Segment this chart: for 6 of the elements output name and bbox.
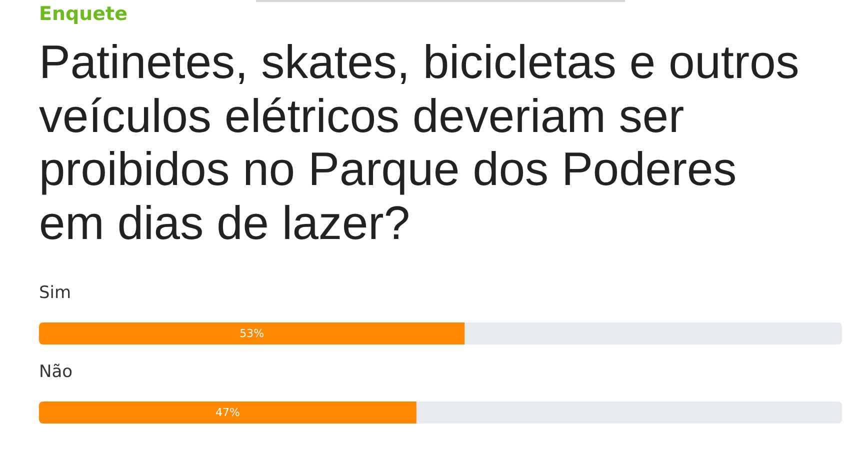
- data-label: 53%: [240, 327, 264, 340]
- chart-subtitle: Enquete: [39, 2, 128, 26]
- data-label: 47%: [215, 406, 240, 419]
- y-tick-label: Não: [39, 362, 73, 382]
- y-tick-label: Sim: [39, 283, 72, 303]
- chart-title: Patinetes, skates, bicicletas e outros veículos elétricos deveriam ser proibidos no Parque dos Poderes em dias de lazer?: [39, 35, 800, 249]
